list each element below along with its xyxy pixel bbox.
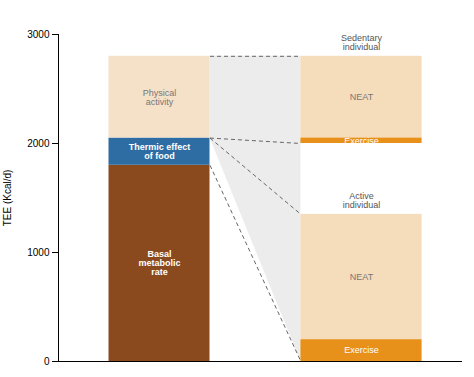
svg-text:Physicalactivity: Physicalactivity (143, 88, 177, 107)
svg-text:0: 0 (44, 356, 50, 367)
svg-text:Thermic effectof food: Thermic effectof food (129, 142, 191, 161)
svg-text:Basalmetabolicrate: Basalmetabolicrate (138, 249, 180, 277)
svg-text:2000: 2000 (27, 138, 50, 149)
svg-text:Activeindividual: Activeindividual (343, 191, 381, 210)
svg-text:3000: 3000 (27, 29, 50, 40)
svg-text:Exercise: Exercise (344, 345, 379, 355)
svg-text:Exercise: Exercise (344, 136, 379, 146)
svg-text:NEAT: NEAT (350, 92, 374, 102)
svg-text:1000: 1000 (27, 247, 50, 258)
svg-text:Sedentaryindividual: Sedentaryindividual (341, 33, 383, 52)
svg-text:NEAT: NEAT (350, 272, 374, 282)
svg-text:TEE (Kcal/d): TEE (Kcal/d) (2, 170, 13, 227)
